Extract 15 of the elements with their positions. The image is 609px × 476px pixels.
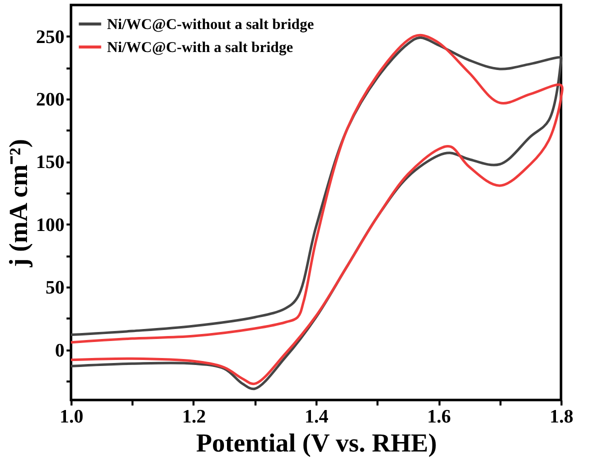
x-tick-label: 1.0 <box>60 406 84 428</box>
x-tick-label: 1.6 <box>427 406 451 428</box>
legend-label: Ni/WC@C-without a salt bridge <box>107 17 314 33</box>
x-tick-label: 1.8 <box>550 406 574 428</box>
x-axis-title: Potential (V vs. RHE) <box>196 428 437 458</box>
x-tick-label: 1.2 <box>182 406 206 428</box>
y-tick-label: 0 <box>55 340 64 362</box>
y-axis-title: j (mA cm⁻²) <box>4 139 33 268</box>
y-tick-label: 200 <box>36 90 64 111</box>
x-tick-label: 1.4 <box>304 406 329 428</box>
y-tick-label: 250 <box>36 26 64 48</box>
y-tick-label: 150 <box>36 152 64 174</box>
y-tick-label: 100 <box>36 214 64 236</box>
legend-label: Ni/WC@C-with a salt bridge <box>107 40 294 56</box>
y-tick-label: 50 <box>46 278 64 299</box>
